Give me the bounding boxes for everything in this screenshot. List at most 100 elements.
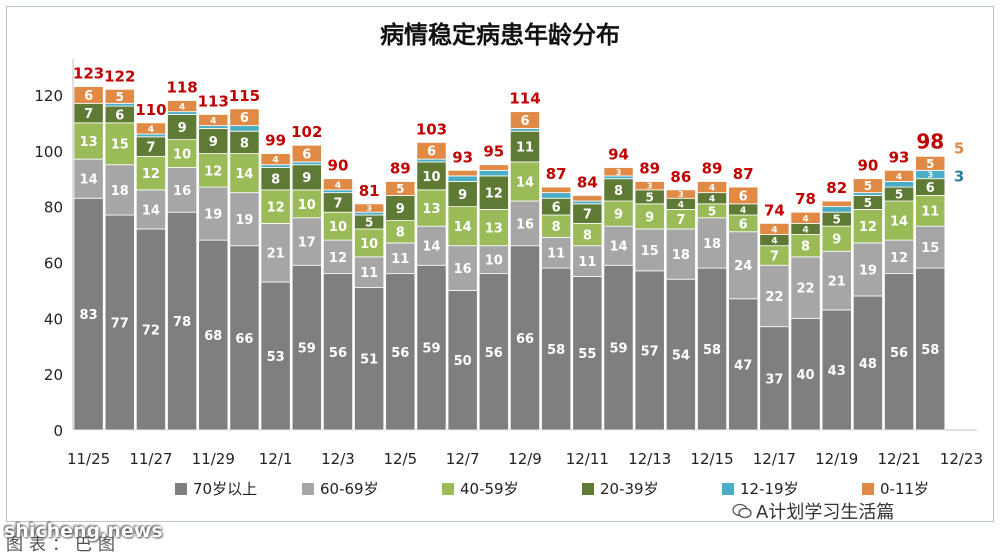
bar-segment-0-11岁 (385, 181, 416, 196)
bar-segment-60-69岁 (572, 245, 603, 277)
data-label: 12 (142, 167, 160, 182)
y-tick-label: 100 (34, 143, 63, 161)
data-label: 11 (391, 252, 409, 267)
bar-segment-0-11岁 (541, 186, 572, 194)
y-tick-label: 40 (44, 310, 63, 328)
x-tick-label: 12/11 (566, 450, 609, 468)
bar-segment-40-59岁 (229, 153, 260, 194)
data-label: 4 (802, 213, 808, 224)
data-label: 3 (616, 168, 622, 177)
bar-segment-70岁以上 (665, 278, 696, 431)
bar-segment-40-59岁 (884, 200, 915, 241)
data-label: 10 (485, 254, 503, 269)
data-label: 11 (516, 141, 534, 156)
y-tick-label: 0 (53, 422, 63, 440)
data-label: 10 (329, 220, 347, 235)
total-label: 84 (577, 173, 598, 191)
data-label: 59 (609, 342, 627, 357)
data-label: 15 (641, 244, 659, 259)
bar-segment-20-39岁 (509, 130, 541, 163)
data-label: 9 (458, 188, 467, 203)
data-label: 16 (516, 217, 534, 232)
bar-segment-40-59岁 (322, 211, 354, 241)
legend-swatch (582, 483, 594, 495)
data-label: 56 (890, 346, 908, 361)
data-label: 5 (365, 216, 373, 230)
bar-segment-0-11岁 (167, 100, 198, 113)
bar-segment-0-11岁 (198, 114, 229, 127)
bar-segment-0-11岁 (603, 167, 634, 177)
data-label: 53 (267, 350, 285, 365)
data-label: 7 (770, 249, 779, 264)
data-label: 13 (485, 221, 503, 236)
data-label: 14 (890, 215, 908, 230)
data-label: 22 (797, 282, 815, 297)
data-label: 7 (146, 141, 155, 156)
data-label: 4 (272, 155, 278, 166)
total-label: 103 (416, 120, 447, 138)
bar-segment-0-11岁 (354, 203, 385, 213)
data-label: 6 (302, 148, 311, 163)
legend-swatch (302, 483, 314, 495)
total-label: 81 (359, 182, 380, 200)
data-label: 5 (895, 188, 903, 202)
data-label: 40 (797, 368, 815, 383)
bar-segment-12-19岁 (541, 192, 572, 199)
data-label: 8 (801, 240, 810, 255)
data-label: 4 (709, 183, 715, 194)
total-label: 86 (670, 168, 691, 186)
data-label: 14 (142, 203, 160, 218)
data-label: 13 (422, 202, 440, 217)
data-label: 12 (859, 220, 877, 235)
bar-segment-60-69岁 (104, 164, 135, 216)
data-label: 11 (921, 205, 939, 220)
data-label: 12 (204, 164, 222, 179)
bar-segment-40-59岁 (135, 155, 166, 191)
bar-segment-0-11岁 (104, 88, 135, 104)
data-label: 7 (84, 107, 93, 122)
y-tick-label: 60 (44, 254, 63, 272)
data-label: 14 (422, 240, 440, 255)
bar-segment-0-11岁 (447, 169, 478, 177)
bar-segment-0-11岁 (696, 181, 728, 194)
total-label: 74 (764, 201, 785, 219)
bar-segment-70岁以上 (167, 211, 198, 431)
bar-segment-70岁以上 (759, 326, 790, 431)
x-tick-label: 12/3 (321, 450, 355, 468)
total-label: 99 (265, 132, 286, 150)
data-label: 9 (832, 233, 841, 248)
data-label: 78 (173, 315, 191, 330)
data-label: 18 (703, 237, 721, 252)
bar-segment-0-11岁 (229, 108, 260, 127)
bar-segment-20-39岁 (447, 181, 478, 208)
data-label: 14 (235, 167, 253, 182)
data-label: 13 (80, 135, 98, 150)
bar-segment-70岁以上 (135, 228, 166, 431)
legend-label: 20-39岁 (600, 480, 659, 498)
data-label: 8 (396, 226, 405, 241)
total-label: 89 (702, 159, 723, 177)
x-tick-label: 12/9 (508, 450, 542, 468)
bar-segment-0-11岁 (509, 111, 541, 129)
data-label: 6 (427, 145, 436, 160)
bar-segment-20-39岁 (198, 128, 229, 154)
data-label: 6 (926, 181, 935, 196)
total-label: 87 (733, 165, 754, 183)
data-label: 66 (235, 332, 253, 347)
data-label: 50 (454, 354, 472, 369)
bar-segment-70岁以上 (291, 264, 322, 431)
data-label: 77 (111, 316, 129, 331)
data-label: 14 (609, 240, 627, 255)
data-label: 51 (360, 353, 378, 368)
bar-segment-60-69岁 (135, 189, 166, 230)
bar-segment-70岁以上 (572, 276, 603, 431)
bar-segment-70岁以上 (447, 289, 478, 431)
total-label: 122 (104, 67, 135, 85)
x-tick-label: 12/23 (940, 450, 983, 468)
total-label: 95 (483, 143, 504, 161)
bar-segment-70岁以上 (634, 270, 665, 431)
data-label: 4 (210, 116, 216, 127)
data-label: 4 (148, 124, 154, 135)
bar-segment-60-69岁 (759, 264, 790, 328)
data-label: 4 (709, 194, 715, 205)
